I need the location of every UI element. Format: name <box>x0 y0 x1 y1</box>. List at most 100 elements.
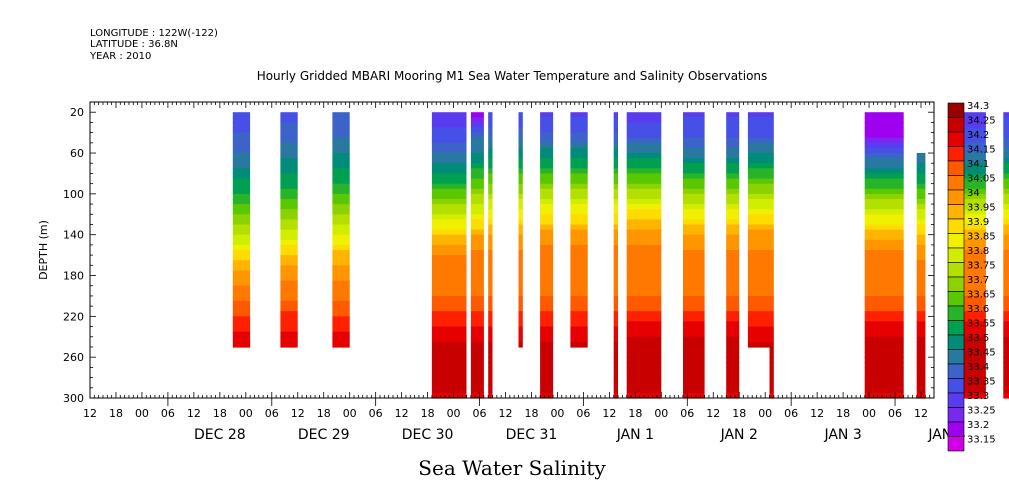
salinity-cell <box>280 142 298 149</box>
salinity-cell <box>232 321 251 328</box>
salinity-cell <box>916 250 926 256</box>
salinity-cell <box>518 132 523 139</box>
salinity-cell <box>747 199 770 205</box>
salinity-cell <box>626 209 662 215</box>
salinity-cell <box>864 193 904 200</box>
salinity-cell <box>431 229 467 236</box>
salinity-cell <box>470 377 484 384</box>
salinity-cell <box>332 199 350 205</box>
salinity-column <box>916 153 926 399</box>
salinity-cell <box>488 224 493 231</box>
colorbar-label: 33.9 <box>967 217 989 228</box>
salinity-cell <box>613 260 618 266</box>
salinity-cell <box>540 112 554 118</box>
salinity-cell <box>570 270 588 277</box>
salinity-cell <box>232 270 251 277</box>
salinity-cell <box>232 178 251 185</box>
salinity-cell <box>769 147 774 154</box>
salinity-cell <box>864 321 904 328</box>
salinity-cell <box>613 117 618 123</box>
x-tick-label: 00 <box>239 407 253 420</box>
salinity-cell <box>280 112 298 118</box>
salinity-cell <box>747 301 770 307</box>
salinity-cell <box>864 142 904 149</box>
salinity-cell <box>613 132 618 139</box>
salinity-cell <box>570 306 588 312</box>
y-tick-label: 20 <box>70 106 84 119</box>
salinity-cell <box>726 142 740 149</box>
salinity-cell <box>518 112 523 118</box>
salinity-cell <box>488 341 493 348</box>
salinity-cell <box>613 372 618 379</box>
salinity-cell <box>488 347 493 353</box>
salinity-cell <box>470 234 484 241</box>
salinity-cell <box>280 295 298 302</box>
salinity-cell <box>431 178 467 185</box>
salinity-cell <box>626 117 662 123</box>
salinity-cell <box>470 199 484 205</box>
salinity-cell <box>570 183 588 190</box>
x-day-label: DEC 31 <box>506 427 558 443</box>
y-tick-label: 260 <box>63 351 84 364</box>
salinity-cell <box>518 336 523 343</box>
salinity-cell <box>864 173 904 180</box>
salinity-column <box>683 112 705 399</box>
salinity-cell <box>470 367 484 374</box>
salinity-cell <box>955 270 986 277</box>
salinity-cell <box>280 260 298 266</box>
salinity-cell <box>769 377 774 384</box>
salinity-cell <box>332 311 350 317</box>
salinity-cell <box>955 275 986 282</box>
x-tick-label: 18 <box>317 407 331 420</box>
salinity-cell <box>613 168 618 174</box>
salinity-cell <box>232 168 251 174</box>
salinity-cell <box>626 204 662 210</box>
salinity-cell <box>683 352 705 358</box>
salinity-cell <box>332 127 350 134</box>
salinity-cell <box>332 306 350 312</box>
salinity-cell <box>570 137 588 144</box>
salinity-cell <box>570 214 588 220</box>
salinity-cell <box>431 127 467 134</box>
salinity-cell <box>916 183 926 190</box>
salinity-cell <box>431 163 467 169</box>
salinity-column <box>613 112 618 399</box>
salinity-cell <box>726 158 740 164</box>
salinity-cell <box>726 341 740 348</box>
salinity-cell <box>332 132 350 139</box>
salinity-cell <box>280 311 298 317</box>
salinity-cell <box>570 331 588 338</box>
salinity-cell <box>518 306 523 312</box>
salinity-cell <box>769 239 774 246</box>
salinity-cell <box>916 280 926 287</box>
salinity-cell <box>540 357 554 363</box>
salinity-cell <box>683 280 705 287</box>
salinity-cell <box>769 132 774 139</box>
salinity-cell <box>280 331 298 338</box>
salinity-cell <box>488 214 493 220</box>
salinity-cell <box>518 122 523 129</box>
salinity-cell <box>916 163 926 169</box>
colorbar-swatch <box>947 334 965 350</box>
salinity-cell <box>488 178 493 185</box>
salinity-cell <box>955 250 986 256</box>
salinity-cell <box>431 301 467 307</box>
salinity-cell <box>518 326 523 333</box>
salinity-cell <box>280 239 298 246</box>
salinity-cell <box>955 316 986 322</box>
salinity-cell <box>332 209 350 215</box>
salinity-cell <box>1003 260 1009 266</box>
salinity-cell <box>916 382 926 389</box>
salinity-cell <box>540 372 554 379</box>
salinity-cell <box>518 137 523 144</box>
salinity-cell <box>726 331 740 338</box>
salinity-cell <box>540 347 554 353</box>
salinity-cell <box>613 347 618 353</box>
salinity-cell <box>232 336 251 343</box>
x-tick-label: 06 <box>784 407 798 420</box>
salinity-cell <box>570 260 588 266</box>
salinity-cell <box>232 326 251 333</box>
salinity-cell <box>747 341 770 348</box>
salinity-cell <box>626 224 662 231</box>
salinity-cell <box>540 331 554 338</box>
